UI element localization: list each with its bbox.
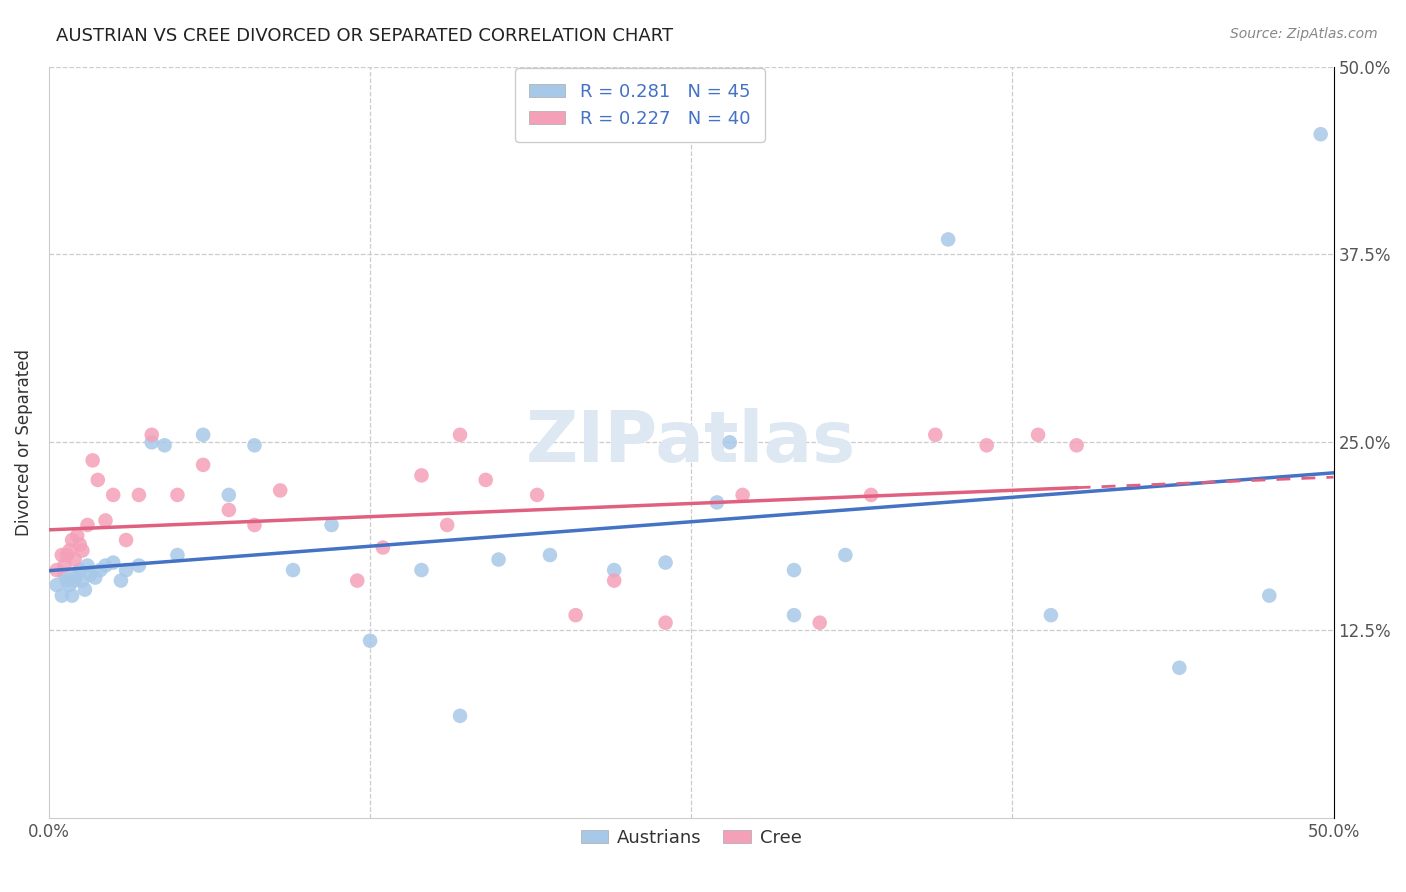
Point [166, 488, 188, 502]
Point [110, 574, 132, 588]
Point [66, 528, 89, 542]
Point [654, 556, 676, 570]
Point [141, 435, 163, 450]
Point [51, 548, 73, 562]
Point [58, 543, 80, 558]
Point [488, 552, 510, 566]
Point [56, 548, 79, 562]
Point [269, 483, 291, 498]
Point [346, 574, 368, 588]
Point [63, 552, 86, 566]
Point [79, 567, 101, 582]
Point [58, 578, 80, 592]
Point [128, 488, 150, 502]
Point [1039, 608, 1062, 623]
Point [141, 427, 163, 442]
Point [371, 541, 394, 555]
Point [654, 615, 676, 630]
Point [103, 488, 125, 502]
Point [218, 503, 240, 517]
Text: ZIPatlas: ZIPatlas [526, 408, 856, 477]
Point [69, 563, 91, 577]
Point [191, 427, 214, 442]
Point [66, 567, 89, 582]
Y-axis label: Divorced or Separated: Divorced or Separated [15, 349, 32, 536]
Point [69, 537, 91, 551]
Point [115, 533, 138, 547]
Point [45, 578, 67, 592]
Point [1309, 127, 1331, 141]
Point [1066, 438, 1088, 452]
Point [564, 608, 586, 623]
Point [60, 533, 83, 547]
Point [834, 548, 856, 562]
Point [1026, 427, 1049, 442]
Point [60, 589, 83, 603]
Point [783, 563, 806, 577]
Point [72, 543, 94, 558]
Point [56, 574, 79, 588]
Point [51, 589, 73, 603]
Legend: Austrians, Cree: Austrians, Cree [574, 822, 808, 855]
Point [191, 458, 214, 472]
Point [1168, 661, 1191, 675]
Point [94, 558, 117, 573]
Point [603, 563, 626, 577]
Point [924, 427, 946, 442]
Point [82, 453, 104, 467]
Point [976, 438, 998, 452]
Point [281, 563, 304, 577]
Point [936, 232, 959, 246]
Point [73, 582, 96, 597]
Point [474, 473, 496, 487]
Point [808, 615, 831, 630]
Point [1258, 589, 1281, 603]
Point [53, 558, 76, 573]
Point [153, 438, 176, 452]
Point [45, 563, 67, 577]
Point [731, 488, 754, 502]
Point [94, 513, 117, 527]
Point [526, 488, 548, 502]
Point [718, 435, 741, 450]
Point [449, 709, 471, 723]
Point [243, 438, 266, 452]
Point [115, 563, 138, 577]
Point [84, 571, 107, 585]
Text: Source: ZipAtlas.com: Source: ZipAtlas.com [1230, 27, 1378, 41]
Point [89, 563, 111, 577]
Point [783, 608, 806, 623]
Point [76, 558, 98, 573]
Point [87, 473, 110, 487]
Point [128, 558, 150, 573]
Point [63, 574, 86, 588]
Point [706, 495, 728, 509]
Point [860, 488, 883, 502]
Point [359, 633, 381, 648]
Point [218, 488, 240, 502]
Point [603, 574, 626, 588]
Text: AUSTRIAN VS CREE DIVORCED OR SEPARATED CORRELATION CHART: AUSTRIAN VS CREE DIVORCED OR SEPARATED C… [56, 27, 673, 45]
Point [321, 518, 343, 533]
Point [449, 427, 471, 442]
Point [436, 518, 458, 533]
Point [243, 518, 266, 533]
Point [53, 567, 76, 582]
Point [411, 468, 433, 483]
Point [103, 556, 125, 570]
Point [72, 574, 94, 588]
Point [411, 563, 433, 577]
Point [538, 548, 561, 562]
Point [166, 548, 188, 562]
Point [76, 518, 98, 533]
